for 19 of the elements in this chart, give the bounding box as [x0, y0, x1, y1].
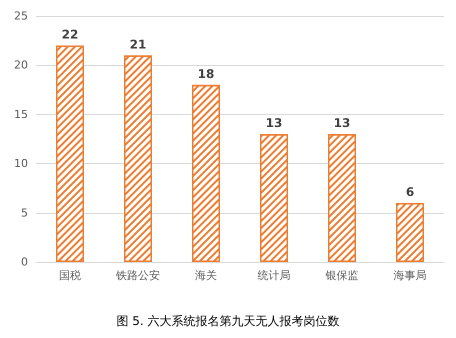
y-tick-label: 25	[14, 10, 28, 22]
x-tick-label: 银保监	[324, 269, 358, 282]
y-tick-label: 15	[14, 108, 28, 121]
data-label: 13	[266, 116, 282, 130]
data-label: 6	[406, 184, 414, 199]
data-label: 22	[62, 28, 78, 42]
x-tick-label: 海事局	[394, 269, 426, 282]
x-tick-label: 铁路公安	[115, 269, 160, 282]
y-tick-label: 20	[14, 58, 28, 72]
y-tick-label: 10	[14, 157, 28, 170]
x-tick-label: 海关	[195, 269, 217, 282]
data-label: 21	[130, 37, 146, 52]
data-label: 13	[334, 116, 350, 130]
y-tick-label: 5	[21, 206, 28, 220]
y-tick-label: 0	[21, 256, 28, 268]
data-label: 18	[198, 66, 214, 81]
text: 图 5. 六大系统报名第九天无人报考岗位数	[116, 314, 340, 328]
x-tick-label: 国税	[59, 269, 81, 282]
x-tick-label: 统计局	[258, 269, 290, 282]
